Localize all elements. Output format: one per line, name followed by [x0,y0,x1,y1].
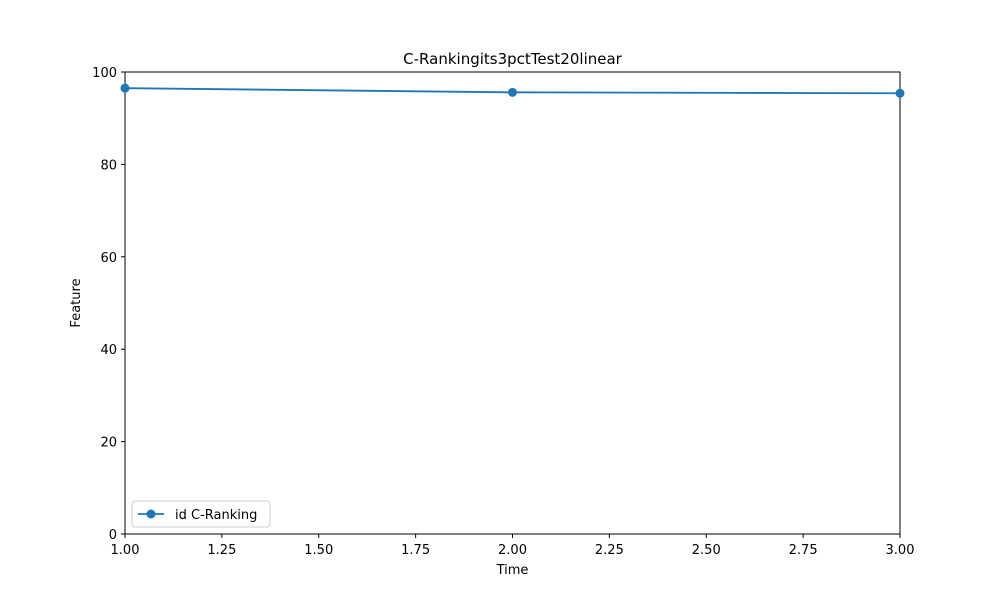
legend-swatch-marker [146,509,156,519]
x-tick-label: 1.00 [111,543,140,558]
y-tick-label: 80 [100,158,117,173]
series-layer [120,83,905,98]
x-tick-label: 2.75 [789,543,818,558]
data-point [120,83,130,93]
plot-area [124,71,901,535]
x-tick-label: 2.00 [498,543,527,558]
y-tick-label: 100 [92,66,117,81]
x-axis: 1.00 1.25 1.50 1.75 2.00 2.25 2.50 2.75 3.00 [111,534,915,558]
x-tick-label: 2.50 [692,543,721,558]
y-tick-label: 0 [109,528,117,543]
x-tick-label: 1.50 [304,543,333,558]
x-tick-label: 1.25 [207,543,236,558]
data-point [895,88,905,98]
y-tick-label: 40 [100,343,117,358]
data-point [508,87,517,97]
y-tick-label: 20 [100,436,117,451]
legend: id C-Ranking [131,500,271,528]
x-tick-label: 2.25 [595,543,624,558]
y-axis-label: Feature [69,278,84,327]
x-axis-label: Time [496,563,529,578]
x-tick-label: 1.75 [401,543,430,558]
legend-box [131,500,271,528]
plot-frame [124,71,901,535]
x-tick-label: 3.00 [886,543,915,558]
legend-label: id C-Ranking [175,508,257,523]
y-tick-label: 60 [100,251,117,266]
chart-title: C-Rankingits3pctTest20linear [403,50,623,68]
y-axis: 0 20 40 60 80 100 [92,66,125,543]
